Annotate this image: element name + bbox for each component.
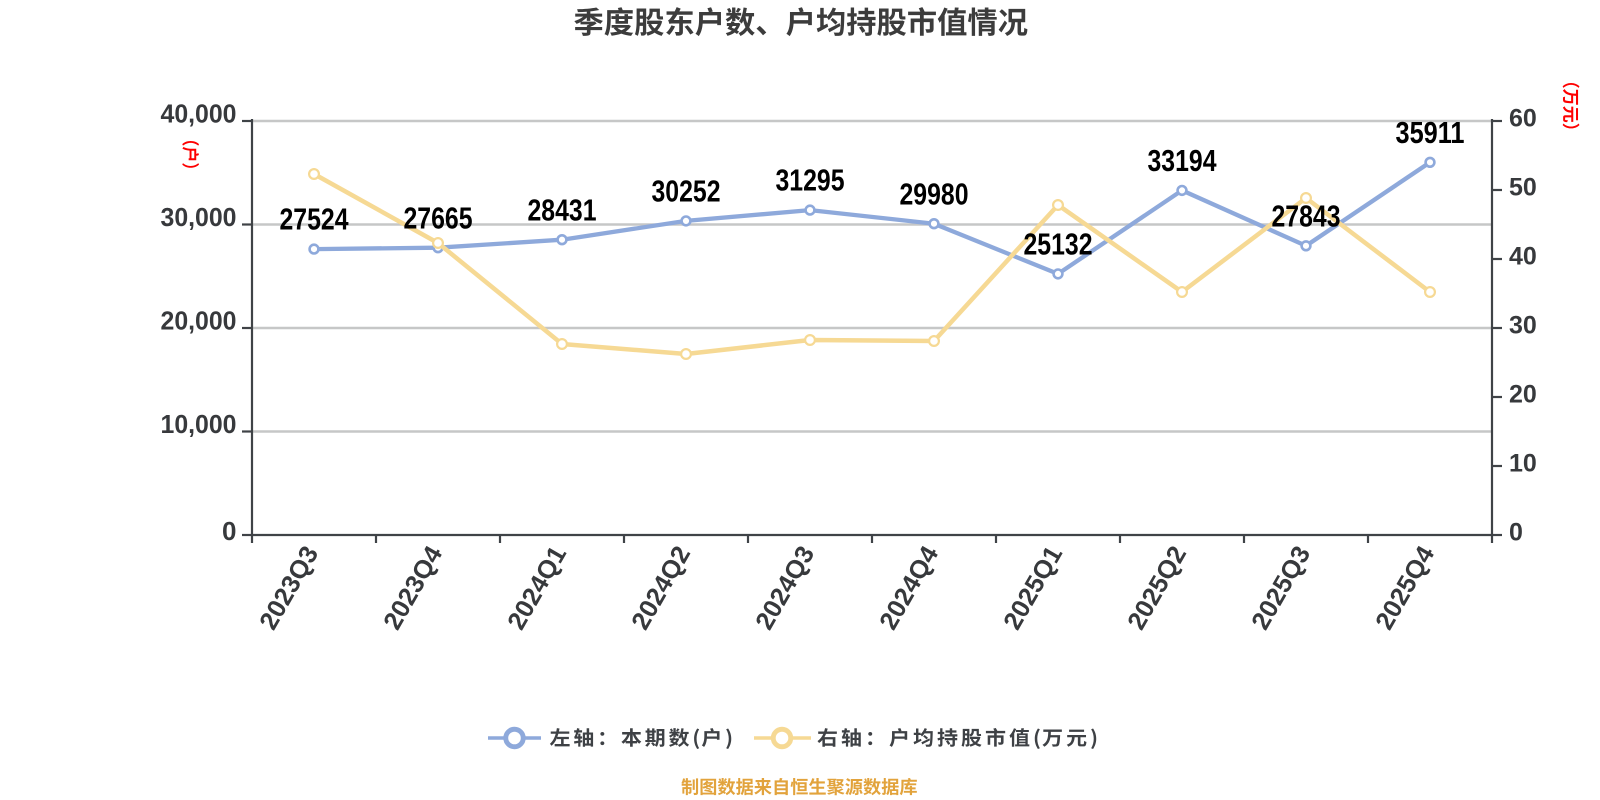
svg-text:0: 0 — [222, 516, 236, 546]
svg-text:33194: 33194 — [1148, 144, 1217, 178]
svg-text:40,000: 40,000 — [161, 99, 237, 129]
svg-text:35911: 35911 — [1396, 116, 1465, 150]
svg-text:30: 30 — [1509, 312, 1537, 340]
svg-text:20: 20 — [1509, 381, 1537, 409]
svg-text:50: 50 — [1509, 174, 1537, 202]
svg-text:30,000: 30,000 — [161, 202, 237, 232]
svg-text:10,000: 10,000 — [161, 409, 237, 439]
svg-text:27665: 27665 — [404, 201, 473, 235]
svg-text:20,000: 20,000 — [161, 306, 237, 336]
svg-text:0: 0 — [1509, 519, 1523, 547]
svg-text:10: 10 — [1509, 450, 1537, 478]
svg-text:60: 60 — [1509, 105, 1537, 133]
svg-text:31295: 31295 — [776, 164, 845, 198]
svg-text:27524: 27524 — [280, 203, 349, 237]
svg-text:25132: 25132 — [1024, 228, 1093, 262]
svg-text:27843: 27843 — [1272, 199, 1341, 233]
svg-text:30252: 30252 — [652, 175, 721, 209]
svg-text:28431: 28431 — [528, 193, 597, 227]
svg-text:29980: 29980 — [900, 177, 969, 211]
svg-text:40: 40 — [1509, 243, 1537, 271]
